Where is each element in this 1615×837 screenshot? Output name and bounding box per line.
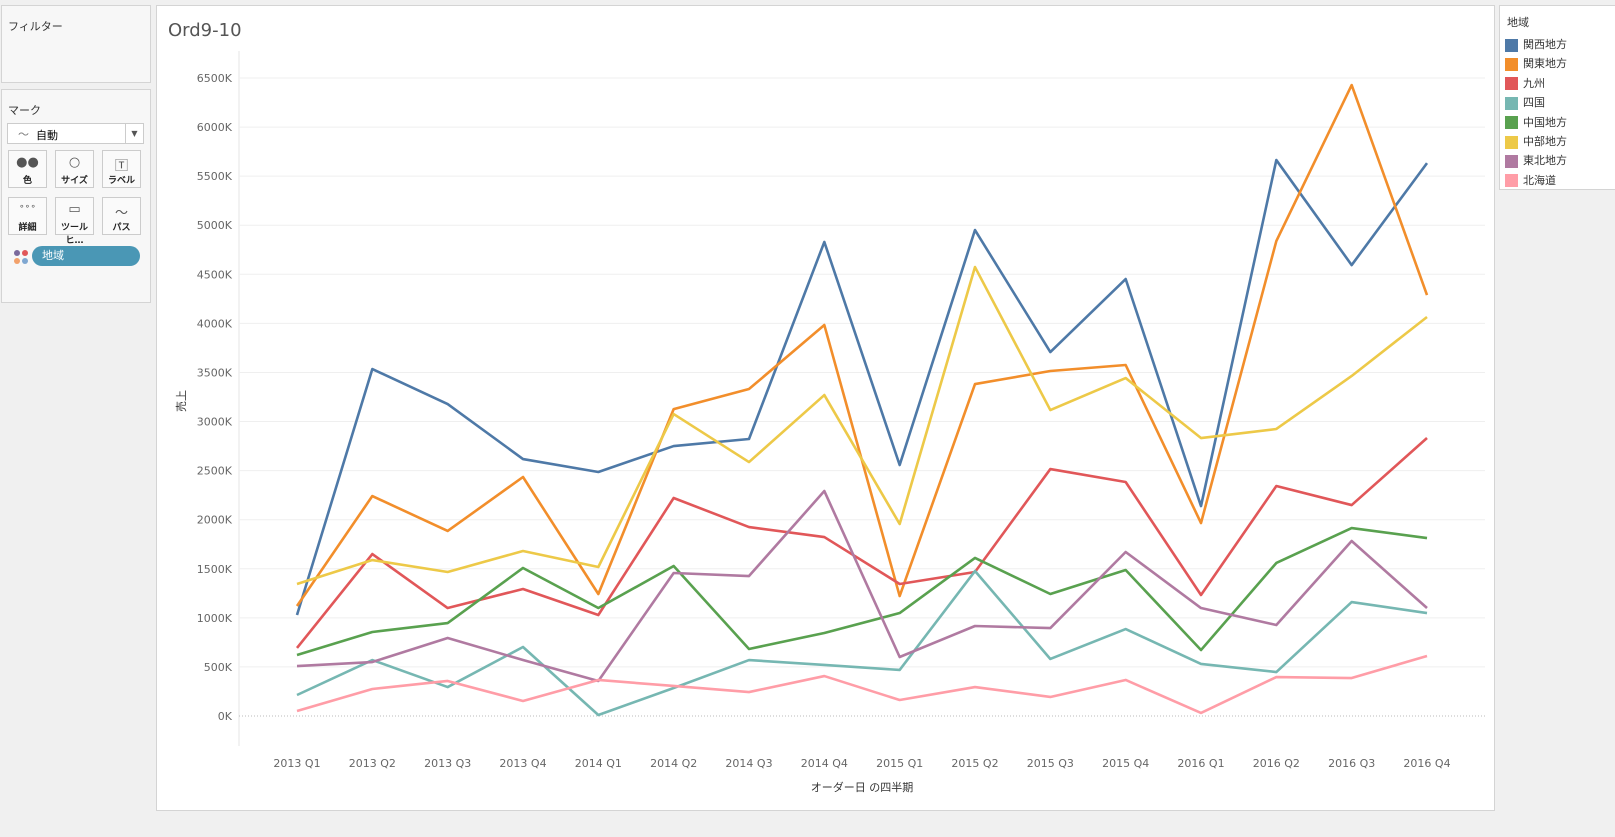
x-axis-title: オーダー日 の四半期 — [811, 780, 914, 794]
legend-label: 中部地方 — [1523, 135, 1567, 148]
mark-type-value: 自動 — [36, 129, 58, 142]
y-tick-label: 500K — [204, 661, 233, 674]
line-chart: 0K 500K 1000K 1500K 2000K 2500K 3000K 3500K 4000… — [175, 51, 1485, 794]
legend-label: 関東地方 — [1523, 57, 1567, 71]
legend-swatch — [1505, 174, 1518, 188]
legend-label: 四国 — [1523, 96, 1545, 110]
legend-label: 関西地方 — [1523, 38, 1567, 51]
series-line-中国地方 — [296, 526, 1428, 657]
x-tick-label: 2015 Q2 — [951, 757, 998, 770]
series-line-関東地方 — [295, 83, 1429, 607]
y-axis-title: 売上 — [175, 390, 188, 412]
y-tick-label: 4500K — [197, 268, 233, 281]
tooltip-button[interactable]: ▭ ツールヒ… — [55, 197, 94, 246]
path-button[interactable]: 〜パス — [102, 197, 141, 235]
legend-swatch — [1505, 116, 1518, 130]
legend-swatch — [1505, 38, 1518, 52]
y-tick-label: 1000K — [197, 612, 233, 625]
legend-item[interactable]: 関西地方 — [1505, 38, 1567, 52]
x-tick-label: 2015 Q4 — [1102, 757, 1149, 770]
color-icon: ●● — [16, 155, 39, 170]
y-tick-label: 1500K — [197, 563, 233, 576]
y-tick-label: 3000K — [197, 416, 233, 429]
y-tick-label: 2000K — [197, 514, 233, 527]
size-button[interactable]: ○ サイズ — [55, 150, 94, 188]
y-tick-label: 6500K — [197, 72, 233, 85]
marks-title: マーク — [8, 104, 41, 117]
y-tick-label: 2500K — [197, 465, 233, 478]
x-tick-label: 2016 Q2 — [1253, 757, 1300, 770]
legend-item[interactable]: 北海道 — [1505, 174, 1556, 188]
x-tick-label: 2015 Q1 — [876, 757, 923, 770]
legend-item[interactable]: 関東地方 — [1505, 57, 1567, 71]
legend-title: 地域 — [1507, 16, 1529, 29]
chevron-down-icon[interactable]: ▼ — [125, 124, 143, 143]
series-line-北海道 — [296, 654, 1428, 715]
path-icon: 〜 — [114, 206, 128, 221]
color-legend: 地域 関西地方関東地方九州四国中国地方中部地方東北地方北海道 — [1499, 5, 1615, 190]
color-dots-icon — [14, 250, 28, 264]
tooltip-icon: ▭ — [68, 202, 81, 217]
filters-shelf[interactable]: フィルター — [1, 5, 151, 83]
x-tick-label: 2013 Q2 — [349, 757, 396, 770]
x-tick-label: 2015 Q3 — [1027, 757, 1074, 770]
mark-type-dropdown[interactable]: 〜 自動 ▼ — [7, 123, 144, 144]
y-tick-label: 0K — [218, 710, 233, 723]
text-icon: 🅃 — [114, 159, 128, 174]
series-line-九州 — [295, 437, 1428, 649]
x-tick-label: 2016 Q1 — [1177, 757, 1224, 770]
legend-swatch — [1505, 77, 1518, 91]
color-button[interactable]: ●● 色 — [8, 150, 47, 188]
x-tick-label: 2016 Q4 — [1403, 757, 1450, 770]
series-line-四国 — [296, 569, 1428, 717]
x-tick-label: 2014 Q1 — [575, 757, 622, 770]
legend-swatch — [1505, 57, 1518, 71]
detail-button[interactable]: ∘∘∘ 詳細 — [8, 197, 47, 235]
y-tick-label: 5500K — [197, 170, 233, 183]
line-icon: 〜 — [18, 128, 29, 141]
region-color-pill[interactable]: 地域 — [32, 246, 140, 266]
y-tick-label: 4000K — [197, 317, 233, 330]
x-tick-label: 2014 Q2 — [650, 757, 697, 770]
detail-icon: ∘∘∘ — [19, 202, 36, 212]
y-tick-label: 6000K — [197, 121, 233, 134]
legend-swatch — [1505, 154, 1518, 168]
x-tick-label: 2013 Q1 — [273, 757, 320, 770]
legend-label: 九州 — [1523, 76, 1545, 90]
legend-label: 東北地方 — [1523, 154, 1567, 168]
series-line-中部地方 — [296, 265, 1428, 586]
worksheet-view: Ord9-10 0K 500K 1000K 1500K 2000K 2500K 3000K 3… — [156, 5, 1495, 811]
y-tick-label: 5000K — [197, 219, 233, 232]
x-tick-label: 2014 Q3 — [725, 757, 772, 770]
x-tick-label: 2014 Q4 — [801, 757, 848, 770]
legend-swatch — [1505, 96, 1518, 110]
legend-swatch — [1505, 135, 1518, 149]
legend-item[interactable]: 四国 — [1505, 96, 1545, 110]
legend-item[interactable]: 九州 — [1505, 77, 1545, 91]
label-button[interactable]: 🅃 ラベル — [102, 150, 141, 188]
legend-item[interactable]: 中国地方 — [1505, 116, 1567, 130]
filters-title: フィルター — [8, 20, 63, 33]
marks-card: マーク — [1, 89, 151, 303]
size-icon: ○ — [68, 155, 81, 170]
y-tick-label: 3500K — [197, 366, 233, 379]
sheet-title: Ord9-10 — [168, 20, 242, 41]
series-line-関西地方 — [295, 158, 1429, 616]
x-tick-label: 2016 Q3 — [1328, 757, 1375, 770]
x-tick-label: 2013 Q4 — [499, 757, 546, 770]
legend-item[interactable]: 中部地方 — [1505, 135, 1567, 149]
legend-item[interactable]: 東北地方 — [1505, 154, 1567, 168]
legend-label: 北海道 — [1523, 173, 1556, 187]
x-tick-label: 2013 Q3 — [424, 757, 471, 770]
legend-label: 中国地方 — [1523, 115, 1567, 129]
series-line-東北地方 — [296, 489, 1428, 683]
